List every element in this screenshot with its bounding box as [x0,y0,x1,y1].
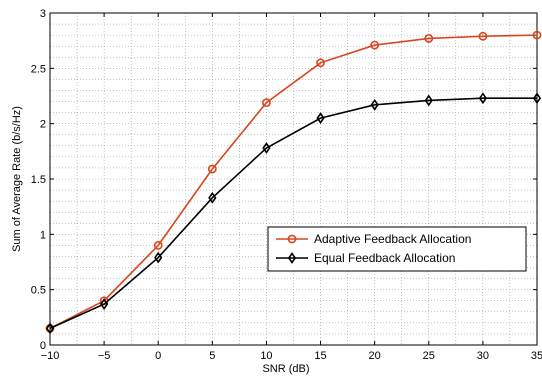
legend-box [267,226,527,272]
legend-item: Equal Feedback Allocation [276,251,455,265]
data-point [208,191,217,204]
data-point [316,58,325,68]
x-tick-label: 5 [209,350,215,362]
data-point [287,234,297,244]
data-point [45,322,55,335]
data-point [478,92,488,105]
legend-label: Adaptive Feedback Allocation [314,232,471,246]
data-point [262,142,271,154]
x-tick-label: 35 [531,350,542,362]
data-point [207,164,217,174]
series-line [49,34,538,330]
data-point [262,98,271,108]
data-point [532,30,542,40]
data-point [287,252,297,264]
x-tick-label: 25 [423,350,435,362]
x-tick-label: −5 [98,350,111,362]
series-diamond [45,92,542,335]
data-point [424,34,434,43]
data-point [153,240,163,250]
axes: −10 −5 0 5 10 15 20 25 30 35 0 0.5 1 1.5 2 2.5 3 [31,8,542,362]
y-tick-label: 0 [40,340,46,352]
y-tick-label: 3 [40,8,46,20]
x-tick-label: 0 [155,350,161,362]
x-tick-label: 30 [477,350,489,362]
y-tick-label: 0.5 [31,285,46,297]
x-tick-label: 20 [369,350,381,362]
data-point [99,298,109,310]
y-tick-label: 2.5 [31,63,46,75]
x-axis-label: SNR (dB) [262,363,309,375]
data-point [154,251,163,264]
data-point [370,40,380,50]
y-axis-label: Sum of Average Rate (b/s/Hz) [11,106,23,252]
y-tick-label: 1 [40,229,46,241]
y-tick-label: 2 [40,119,46,131]
x-tick-label: −10 [41,350,60,362]
data-point [370,98,379,111]
data-point [478,31,488,41]
series-layer [45,30,542,335]
legend: Adaptive Feedback Allocation Equal Feedba… [267,226,527,272]
legend-item: Adaptive Feedback Allocation [276,232,471,246]
data-point [532,92,542,105]
x-tick-label: 10 [260,350,272,362]
y-tick-label: 1.5 [31,174,46,186]
legend-label: Equal Feedback Allocation [314,251,455,265]
series-line [49,97,537,330]
data-point [424,94,433,107]
data-point [316,112,325,125]
x-tick-label: 15 [314,350,326,362]
